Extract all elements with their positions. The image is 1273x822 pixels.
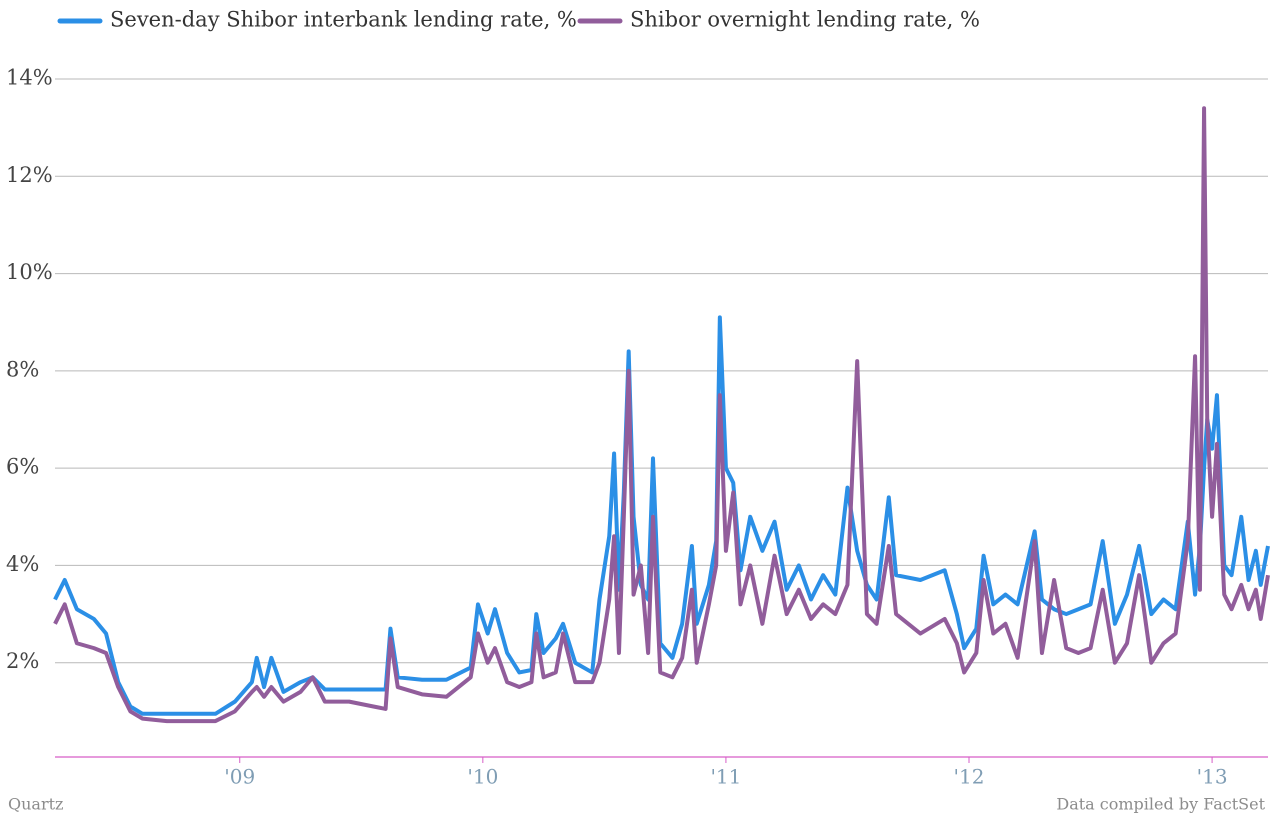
y-tick-label: 12% (6, 163, 53, 187)
y-tick-label: 10% (6, 260, 53, 284)
x-tick-label: '13 (1197, 765, 1228, 789)
y-tick-label: 6% (6, 455, 39, 479)
y-tick-label: 4% (6, 552, 39, 576)
source: Data compiled by FactSet (1056, 795, 1265, 814)
legend-label: Seven-day Shibor interbank lending rate,… (110, 8, 577, 32)
credit: Quartz (8, 795, 63, 814)
y-tick-label: 14% (6, 66, 53, 90)
series-line (53, 315, 1270, 716)
x-tick-label: '11 (710, 765, 741, 789)
x-tick-label: '10 (467, 765, 498, 789)
legend-label: Shibor overnight lending rate, % (630, 8, 980, 32)
x-tick-label: '12 (954, 765, 985, 789)
y-tick-label: 2% (6, 649, 39, 673)
x-tick-label: '09 (224, 765, 255, 789)
y-tick-label: 8% (6, 357, 39, 381)
series-line (53, 106, 1270, 724)
